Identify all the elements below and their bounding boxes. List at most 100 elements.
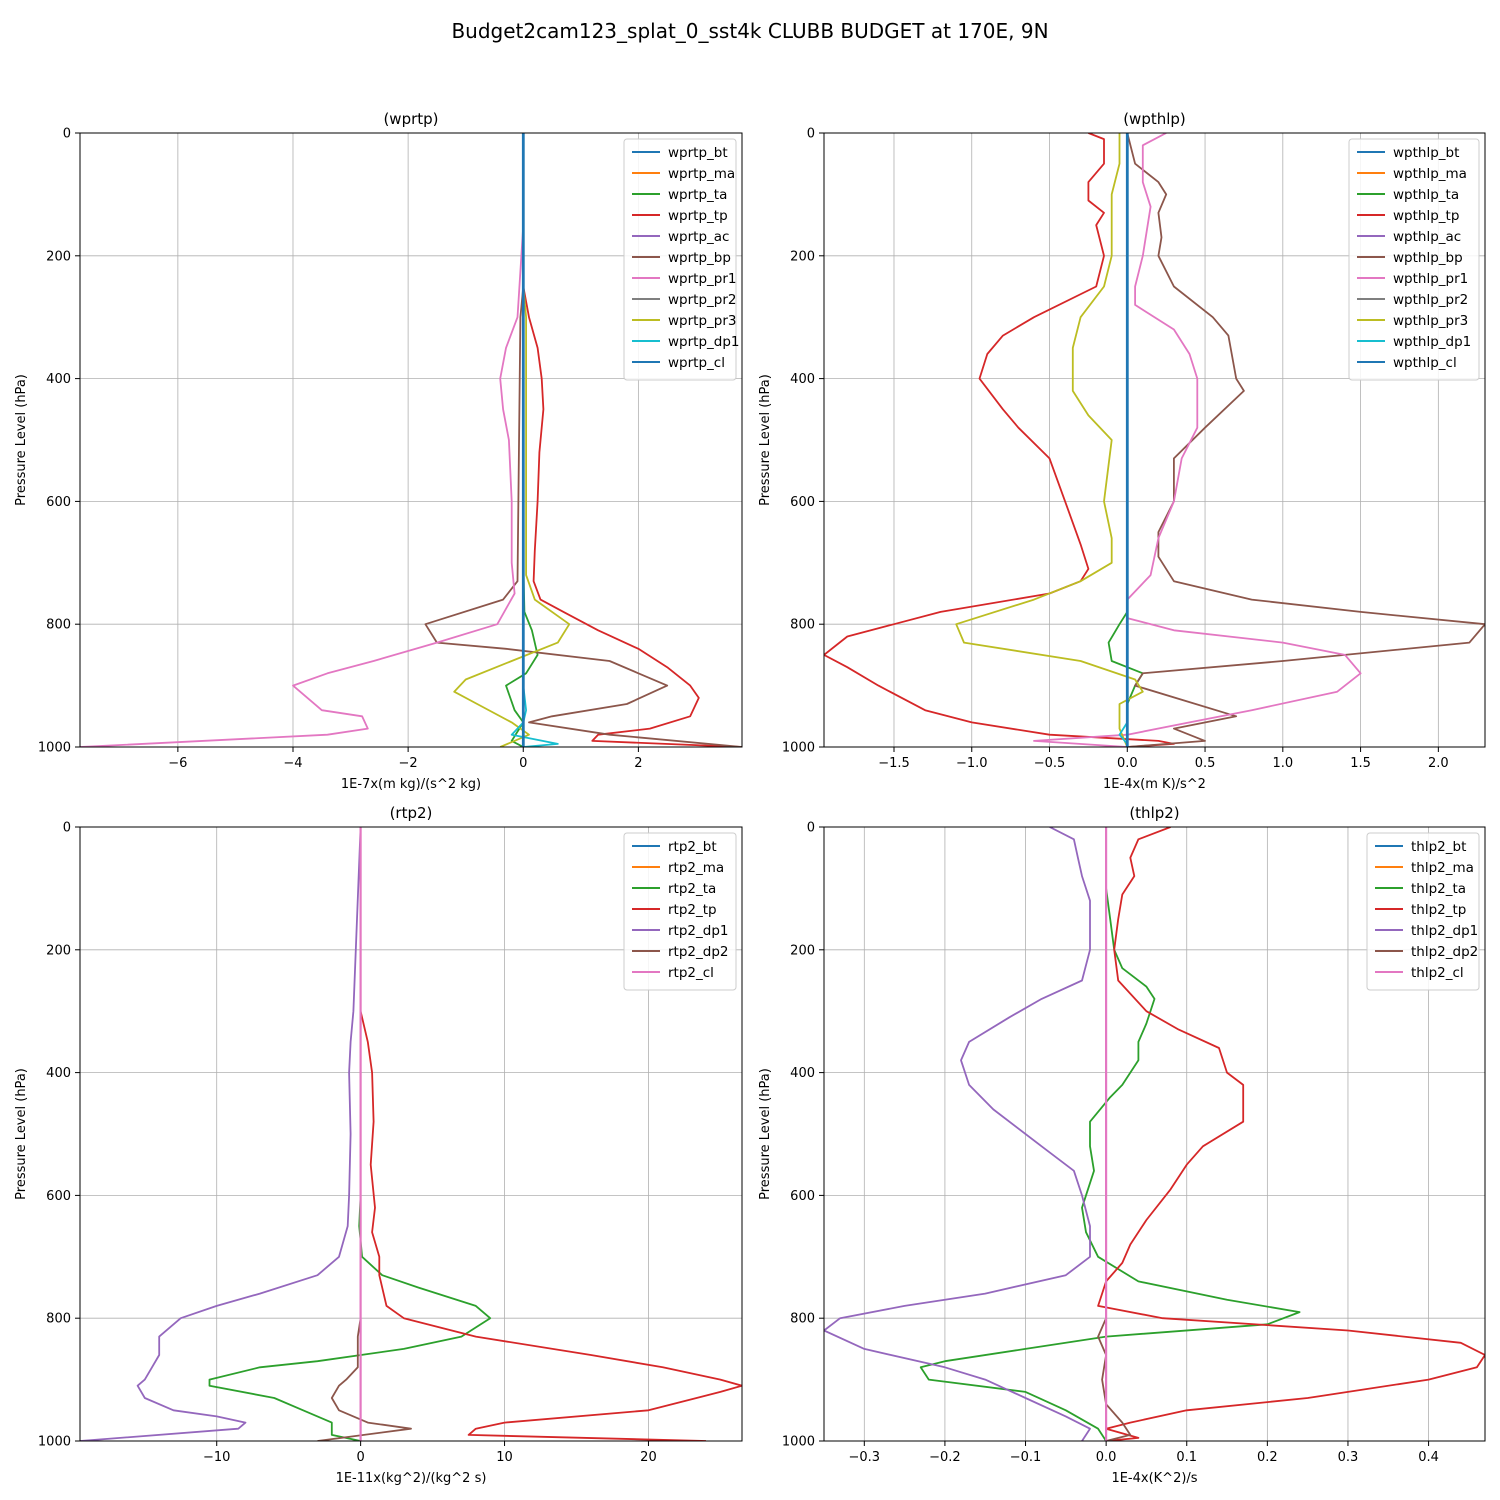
x-tick-label: 0.3 [1338,1450,1359,1465]
x-tick-label: 0.4 [1418,1450,1439,1465]
legend-label: rtp2_tp [668,902,717,918]
x-tick-label: −4 [283,756,302,771]
legend-label: wpthlp_bt [1393,145,1459,161]
y-tick-label: 0 [63,127,71,142]
y-axis-label: Pressure Level (hPa) [758,1068,773,1200]
subplot-title: (rtp2) [390,804,433,822]
series-line-wprtp_bp [424,133,742,747]
series-lines [80,827,742,1441]
y-tick-label: 0 [807,127,815,142]
legend-label: wprtp_pr3 [668,313,736,329]
legend: wprtp_bt wprtp_ma wprtp_ta wprtp_tp wprtp_ac… [623,138,740,381]
figure-title: Budget2cam123_splat_0_sst4k CLUBB BUDGET… [451,19,1048,43]
x-tick-label: −0.2 [929,1450,961,1465]
x-axis-label: 1E-4x(m K)/s^2 [1103,777,1206,792]
legend-label: thlp2_cl [1411,965,1464,981]
legend-label: wprtp_dp1 [668,334,740,350]
series-line-wprtp_pr1 [80,133,525,747]
subplot-1: −6 −4 −2 0 2 0 200 400 600 800 1000 (wprtp) 1E-7x(m … [14,110,743,792]
y-tick-label: 800 [46,1312,71,1327]
y-tick-label: 600 [46,1189,71,1204]
subplot-4: −0.3 −0.2 −0.1 0.0 0.1 0.2 0.3 0.4 0 200 400 600 800… [758,804,1486,1486]
subplot-title: (thlp2) [1129,804,1179,822]
legend-label: wprtp_pr1 [668,271,736,287]
x-tick-label: −6 [168,756,187,771]
y-axis-label: Pressure Level (hPa) [14,1068,29,1200]
series-lines [824,133,1485,747]
series-line-thlp2_ta [919,827,1301,1441]
legend-label: wpthlp_pr3 [1393,313,1468,329]
legend-label: thlp2_bt [1411,839,1466,855]
legend-label: wprtp_pr2 [668,292,736,308]
series-lines [80,133,742,747]
x-tick-label: 2 [634,756,642,771]
y-tick-label: 0 [807,821,815,836]
legend-label: thlp2_ma [1411,860,1474,876]
legend-label: thlp2_ta [1411,881,1466,897]
y-tick-label: 800 [790,1312,815,1327]
x-tick-label: 0 [356,1450,364,1465]
x-tick-label: −2 [399,756,418,771]
y-tick-label: 800 [46,618,71,633]
y-tick-label: 0 [63,821,71,836]
x-axis-label: 1E-7x(m kg)/(s^2 kg) [341,777,481,792]
series-line-wpthlp_pr1 [1033,133,1362,747]
series-line-thlp2_tp [1097,827,1485,1441]
series-line-rtp2_tp [359,827,742,1441]
y-tick-label: 400 [790,372,815,387]
series-line-rtp2_ta [208,827,492,1441]
y-tick-label: 200 [46,943,71,958]
legend-label: thlp2_dp2 [1411,944,1478,960]
legend-label: wpthlp_dp1 [1393,334,1471,350]
legend-label: rtp2_ta [668,881,716,897]
y-tick-label: 600 [790,495,815,510]
legend-label: thlp2_dp1 [1411,923,1478,939]
legend-label: wpthlp_tp [1393,208,1459,224]
legend-label: wprtp_ma [668,166,735,182]
x-tick-label: 0.0 [1096,1450,1117,1465]
legend: wpthlp_bt wpthlp_ma wpthlp_ta wpthlp_tpwpth… [1348,138,1480,381]
plot-frame [823,826,1486,1442]
legend: rtp2_bt rtp2_ma rtp2_ta rtp2_tp rtp2_dp1 rtp2… [623,832,737,991]
legend-label: wprtp_tp [668,208,728,224]
y-tick-label: 200 [46,249,71,264]
x-tick-label: −10 [203,1450,230,1465]
series-line-wprtp_tp [522,133,742,747]
series-line-wprtp_pr3 [453,133,571,747]
y-tick-label: 800 [790,618,815,633]
y-tick-label: 1000 [782,741,815,756]
x-tick-label: −1.5 [878,756,910,771]
legend-label: rtp2_bt [668,839,717,855]
series-line-wpthlp_tp [824,133,1175,747]
y-tick-label: 200 [790,249,815,264]
subplot-3: −10 0 10 2002004006008001000(rtp2)1E-11x(kg… [14,804,743,1486]
x-tick-label: 20 [640,1450,657,1465]
y-tick-label: 400 [46,372,71,387]
x-tick-label: 0 [519,756,527,771]
y-tick-label: 1000 [38,741,71,756]
series-line-wpthlp_pr3 [955,133,1144,747]
y-tick-label: 1000 [38,1435,71,1450]
plot-frame [79,826,743,1442]
legend-label: wpthlp_ac [1393,229,1461,245]
legend-label: wpthlp_cl [1393,355,1457,371]
subplot-title: (wprtp) [383,110,438,128]
x-tick-label: −0.3 [849,1450,881,1465]
series-line-thlp2_dp1 [824,827,1091,1441]
x-tick-label: 2.0 [1428,756,1449,771]
x-tick-label: 1.0 [1272,756,1293,771]
y-tick-label: 200 [790,943,815,958]
legend-label: wpthlp_pr1 [1393,271,1468,287]
y-tick-label: 400 [46,1066,71,1081]
subplot-grid: −6 −4 −2 0 202004006008001000(wprtp)1E-7x(m … [14,110,1486,1486]
y-tick-label: 600 [46,495,71,510]
x-axis-label: 1E-11x(kg^2)/(kg^2 s) [336,1471,487,1486]
legend-label: wpthlp_pr2 [1393,292,1468,308]
x-tick-label: 0.0 [1117,756,1138,771]
y-axis-label: Pressure Level (hPa) [14,374,29,506]
subplot-title: (wpthlp) [1123,110,1186,128]
legend-label: wpthlp_ta [1393,187,1459,203]
legend-label: wprtp_ta [668,187,727,203]
